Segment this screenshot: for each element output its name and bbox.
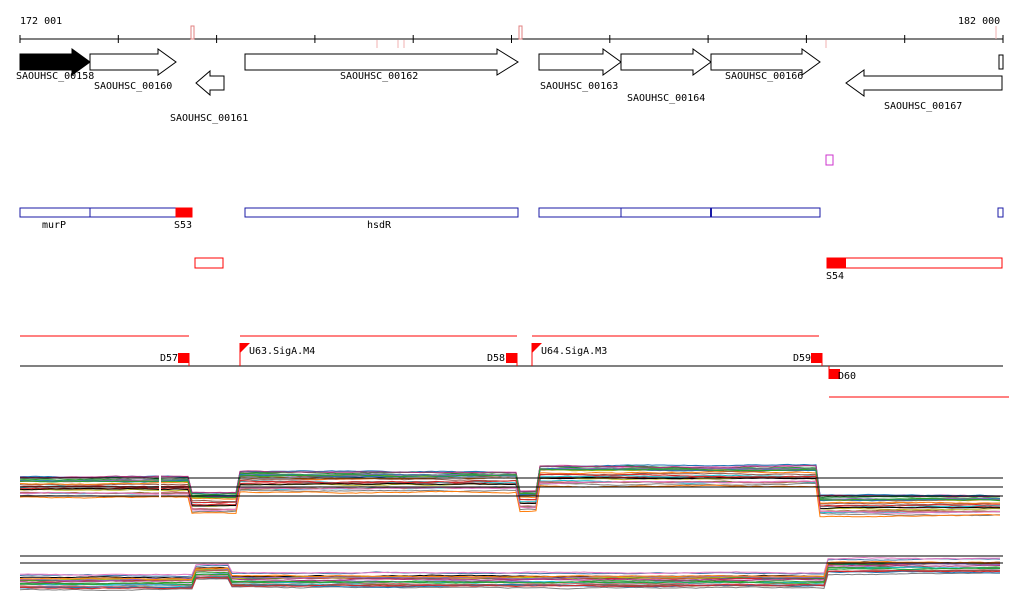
- expression-profile-line: [19, 560, 1001, 581]
- gene-arrow-forward[interactable]: [19, 48, 91, 76]
- expression-profile-line: [19, 480, 1001, 514]
- expression-profile-line: [19, 476, 1001, 510]
- operon-label: murP: [42, 220, 66, 231]
- coordinate-ruler: 172 001 182 000: [19, 16, 1004, 48]
- marker-label: U63.SigA.M4: [249, 346, 315, 357]
- marker-label: D58: [487, 353, 505, 364]
- gene-arrow-forward[interactable]: [620, 48, 712, 76]
- gene-arrow-forward[interactable]: [244, 48, 519, 76]
- gene-arrow-forward[interactable]: [89, 48, 177, 76]
- expression-profile-line: [19, 572, 1000, 592]
- expression-profile-line: [19, 570, 1001, 590]
- operon-label: hsdR: [367, 220, 392, 231]
- expression-track-upper: [19, 458, 1003, 518]
- gene-label: SAOUHSC_00163: [540, 81, 618, 92]
- expression-profile-line: [20, 475, 1001, 509]
- terminator-marker[interactable]: [811, 353, 822, 363]
- expression-profile-line: [19, 570, 1001, 589]
- ruler-highlight: [190, 25, 195, 40]
- expression-profile-line: [19, 556, 1001, 576]
- start-coordinate-label: 172 001: [20, 16, 62, 27]
- operon-block[interactable]: [538, 207, 821, 218]
- segment-fill: [827, 258, 846, 268]
- expression-profile-line: [19, 567, 1001, 586]
- magenta-feature-box[interactable]: [825, 154, 834, 166]
- gene-track: SAOUHSC_00158 SAOUHSC_00160 SAOUHSC_0016…: [16, 48, 1004, 124]
- gene-label: SAOUHSC_00162: [340, 71, 418, 82]
- gene-label: SAOUHSC_00160: [94, 81, 172, 92]
- segment-box[interactable]: [826, 257, 1003, 269]
- gene-label: SAOUHSC_00164: [627, 93, 705, 104]
- expression-profile-line: [20, 465, 1000, 498]
- marker-label: D57: [160, 353, 178, 364]
- ruler-ticks: [19, 35, 1004, 43]
- marker-label: D60: [838, 371, 856, 382]
- gene-arrow-reverse[interactable]: [845, 69, 1003, 97]
- gene-arrow-forward[interactable]: [710, 48, 821, 76]
- terminator-marker[interactable]: [178, 353, 189, 363]
- expression-profile-line: [19, 484, 1001, 518]
- promoter-flag[interactable]: [532, 343, 542, 353]
- operon-block[interactable]: [19, 207, 193, 218]
- srna-block[interactable]: [175, 207, 193, 218]
- operon-track: murP S53 hsdR: [19, 207, 1004, 231]
- expression-profile-line: [19, 473, 1000, 507]
- transcript-track: D57 U63.SigA.M4 D58 U64.SigA.M3 D59 D60: [20, 335, 1009, 398]
- gene-arrow-partial[interactable]: [998, 54, 1004, 70]
- gene-arrow-forward[interactable]: [538, 48, 622, 76]
- segment-label: S53: [174, 220, 192, 231]
- marker-label: U64.SigA.M3: [541, 346, 607, 357]
- operon-block[interactable]: [997, 207, 1004, 218]
- expression-track-lower: [19, 555, 1003, 592]
- segment-box[interactable]: [194, 257, 224, 269]
- gene-label: SAOUHSC_00161: [170, 113, 248, 124]
- terminator-marker[interactable]: [506, 353, 517, 363]
- operon-block[interactable]: [244, 207, 519, 218]
- expression-profile-line: [20, 468, 1001, 502]
- gene-arrow-reverse[interactable]: [195, 69, 225, 97]
- segment-track: S54: [194, 257, 1003, 282]
- gene-label: SAOUHSC_00167: [884, 101, 962, 112]
- promoter-flag[interactable]: [240, 343, 250, 353]
- gene-label: SAOUHSC_00166: [725, 71, 803, 82]
- terminator-marker[interactable]: [829, 369, 840, 379]
- ruler-highlight: [518, 25, 523, 40]
- segment-label: S54: [826, 271, 844, 282]
- marker-label: D59: [793, 353, 811, 364]
- gene-label: SAOUHSC_00158: [16, 71, 94, 82]
- end-coordinate-label: 182 000: [958, 16, 1000, 27]
